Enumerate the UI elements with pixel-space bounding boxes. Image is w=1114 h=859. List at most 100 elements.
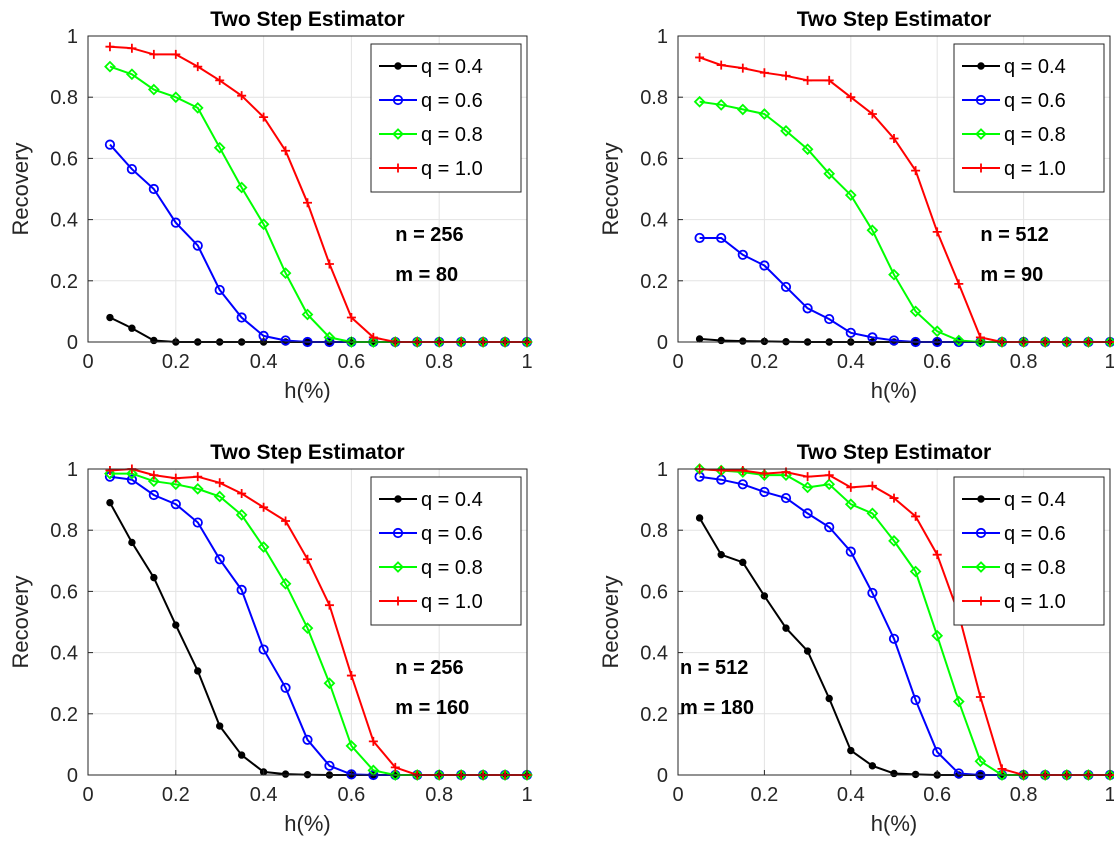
data-point — [823, 167, 836, 180]
chart-title: Two Step Estimator — [210, 441, 404, 464]
annotation-text: n = 256 — [395, 657, 463, 679]
data-point — [411, 336, 424, 348]
x-tick-label: 1 — [1104, 351, 1114, 373]
data-point — [215, 478, 225, 488]
data-point — [846, 92, 856, 102]
data-point — [888, 268, 900, 281]
data-point — [193, 472, 203, 482]
data-point — [148, 489, 159, 501]
legend-marker — [975, 128, 987, 140]
data-point — [1104, 769, 1114, 781]
data-point — [235, 509, 248, 521]
annotation-text: m = 90 — [980, 264, 1043, 286]
data-point — [694, 232, 705, 244]
data-point — [104, 60, 116, 73]
legend-label: q = 0.6 — [421, 90, 483, 112]
y-tick-label: 0.8 — [50, 87, 78, 109]
data-point — [148, 183, 159, 195]
x-tick-label: 1 — [521, 784, 532, 806]
data-point — [801, 481, 814, 494]
y-tick-label: 0.6 — [50, 581, 78, 603]
data-point — [997, 764, 1007, 774]
data-point — [888, 535, 900, 547]
subplot-1: 00 0.2 0.2 0.4 0.4 0.6 0.6 0.8 0.8 1 1 Two Step Est… — [8, 8, 533, 403]
data-point — [739, 337, 747, 345]
y-tick-label: 0.2 — [640, 271, 668, 293]
data-point — [866, 224, 879, 237]
data-point — [844, 189, 857, 201]
data-point — [890, 769, 898, 778]
data-point — [716, 232, 727, 244]
data-point — [521, 336, 533, 348]
data-point — [1060, 769, 1073, 781]
x-tick-label: 0.2 — [162, 351, 190, 373]
data-point — [257, 218, 270, 231]
legend-marker — [393, 163, 403, 173]
data-point — [802, 303, 813, 314]
data-point — [345, 740, 358, 752]
data-point — [169, 91, 182, 104]
y-tick-label: 1 — [67, 459, 78, 481]
data-point — [106, 313, 114, 322]
data-point — [323, 677, 336, 690]
data-point — [303, 554, 312, 564]
y-axis-label: Recovery — [598, 576, 623, 669]
legend-label: q = 1.0 — [421, 158, 483, 180]
y-tick-label: 0.4 — [50, 210, 78, 232]
data-point — [736, 103, 749, 116]
data-point — [303, 198, 312, 208]
legend-label: q = 0.6 — [1004, 523, 1066, 545]
data-point — [953, 768, 964, 779]
data-point — [279, 267, 292, 280]
data-point — [803, 647, 812, 655]
x-tick-label: 1 — [1104, 784, 1114, 806]
data-point — [889, 134, 899, 144]
data-point — [279, 577, 292, 590]
data-point — [695, 52, 705, 62]
data-point — [911, 511, 921, 521]
data-point — [237, 751, 246, 759]
legend: q = 0.4 q = 0.6 q = 0.8 q = 1.0 — [953, 476, 1105, 626]
data-point — [1082, 336, 1095, 348]
data-point — [259, 112, 269, 122]
legend-marker — [975, 94, 987, 106]
y-tick-label: 0.8 — [640, 87, 668, 109]
data-point — [126, 68, 138, 81]
data-point — [715, 98, 728, 111]
data-point — [932, 746, 943, 758]
data-point — [780, 281, 792, 293]
x-tick-label: 0 — [672, 351, 683, 373]
data-point — [433, 769, 446, 781]
x-axis-label: h(%) — [871, 811, 917, 836]
data-point — [301, 308, 314, 321]
x-axis-label: h(%) — [284, 378, 330, 403]
x-tick-label: 0.8 — [1010, 784, 1038, 806]
data-point — [844, 498, 857, 511]
y-tick-label: 0.4 — [640, 643, 668, 665]
annotation-text: m = 180 — [680, 697, 754, 719]
data-point — [191, 483, 204, 495]
data-point — [368, 332, 378, 342]
x-tick-label: 0 — [672, 784, 683, 806]
data-point — [259, 502, 269, 512]
axes-box — [677, 35, 1111, 343]
x-tick-label: 0.8 — [425, 784, 453, 806]
axes-box — [87, 35, 528, 343]
legend-marker — [975, 561, 987, 573]
data-point — [1017, 336, 1030, 348]
y-tick-label: 0.8 — [50, 520, 78, 542]
legend: q = 0.4 q = 0.6 q = 0.8 q = 1.0 — [370, 43, 522, 193]
data-point — [345, 336, 358, 348]
legend-label: q = 1.0 — [1004, 158, 1066, 180]
y-tick-label: 0.4 — [50, 643, 78, 665]
data-point — [216, 722, 224, 730]
x-tick-label: 0.4 — [250, 784, 278, 806]
data-point — [760, 592, 769, 600]
data-point — [716, 466, 726, 476]
legend-label: q = 0.6 — [421, 523, 483, 545]
y-tick-label: 0 — [657, 332, 668, 354]
legend-label: q = 0.4 — [421, 56, 483, 78]
data-point — [867, 587, 878, 599]
data-point — [932, 227, 942, 237]
data-point — [258, 644, 269, 655]
